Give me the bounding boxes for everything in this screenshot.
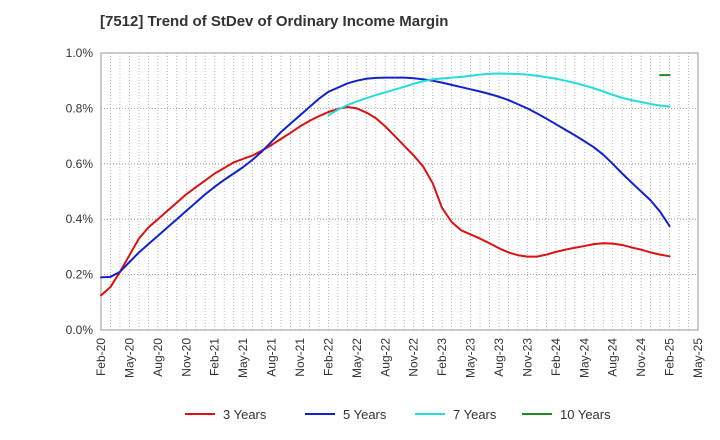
x-axis-tick-labels: Feb-20 May-20 Aug-20 Nov-20 Feb-21 May-21 Aug-… bbox=[94, 338, 705, 378]
x-tick-label: Aug-22 bbox=[378, 338, 392, 377]
y-tick-label: 0.2% bbox=[66, 268, 94, 282]
chart-title: [7512] Trend of StDev of Ordinary Income… bbox=[100, 13, 449, 30]
legend-label: 3 Years bbox=[223, 407, 267, 422]
y-axis-tick-labels: 0.0% 0.2% 0.4% 0.6% 0.8% 1.0% bbox=[66, 46, 94, 337]
legend-label: 5 Years bbox=[343, 407, 387, 422]
x-tick-label: Feb-25 bbox=[663, 338, 677, 376]
x-tick-label: Nov-24 bbox=[634, 338, 648, 377]
plot-area bbox=[101, 53, 698, 330]
x-tick-label: Feb-22 bbox=[321, 338, 335, 376]
y-tick-label: 0.0% bbox=[66, 323, 94, 337]
x-tick-label: Aug-24 bbox=[606, 338, 620, 377]
y-tick-label: 0.6% bbox=[66, 157, 94, 171]
x-tick-label: Feb-24 bbox=[549, 338, 563, 376]
plot-frame bbox=[100, 52, 699, 331]
x-tick-label: May-24 bbox=[577, 338, 591, 378]
series-line-3 bbox=[327, 72, 671, 117]
x-tick-label: Nov-21 bbox=[293, 338, 307, 377]
legend: 3 Years 5 Years 7 Years 10 Years bbox=[185, 407, 611, 422]
grid-lines bbox=[100, 52, 699, 331]
x-tick-label: Aug-23 bbox=[492, 338, 506, 377]
x-tick-label: Nov-22 bbox=[407, 338, 421, 377]
x-tick-label: Feb-20 bbox=[94, 338, 108, 376]
x-tick-label: May-22 bbox=[350, 338, 364, 378]
x-tick-label: Aug-21 bbox=[265, 338, 279, 377]
x-tick-label: Feb-21 bbox=[208, 338, 222, 376]
x-tick-label: May-25 bbox=[691, 338, 705, 378]
y-tick-label: 0.8% bbox=[66, 101, 94, 115]
series-lines bbox=[100, 72, 671, 297]
x-tick-label: Feb-23 bbox=[435, 338, 449, 376]
legend-label: 10 Years bbox=[560, 407, 611, 422]
x-tick-label: May-20 bbox=[122, 338, 136, 378]
legend-label: 7 Years bbox=[453, 407, 497, 422]
series-line-1 bbox=[100, 106, 671, 297]
x-tick-label: May-23 bbox=[464, 338, 478, 378]
y-tick-label: 0.4% bbox=[66, 212, 94, 226]
x-tick-label: Nov-23 bbox=[520, 338, 534, 377]
x-tick-label: Nov-20 bbox=[179, 338, 193, 377]
y-tick-label: 1.0% bbox=[66, 46, 94, 60]
series-line-2 bbox=[100, 76, 671, 279]
x-tick-label: Aug-20 bbox=[151, 338, 165, 377]
x-tick-label: May-21 bbox=[236, 338, 250, 378]
